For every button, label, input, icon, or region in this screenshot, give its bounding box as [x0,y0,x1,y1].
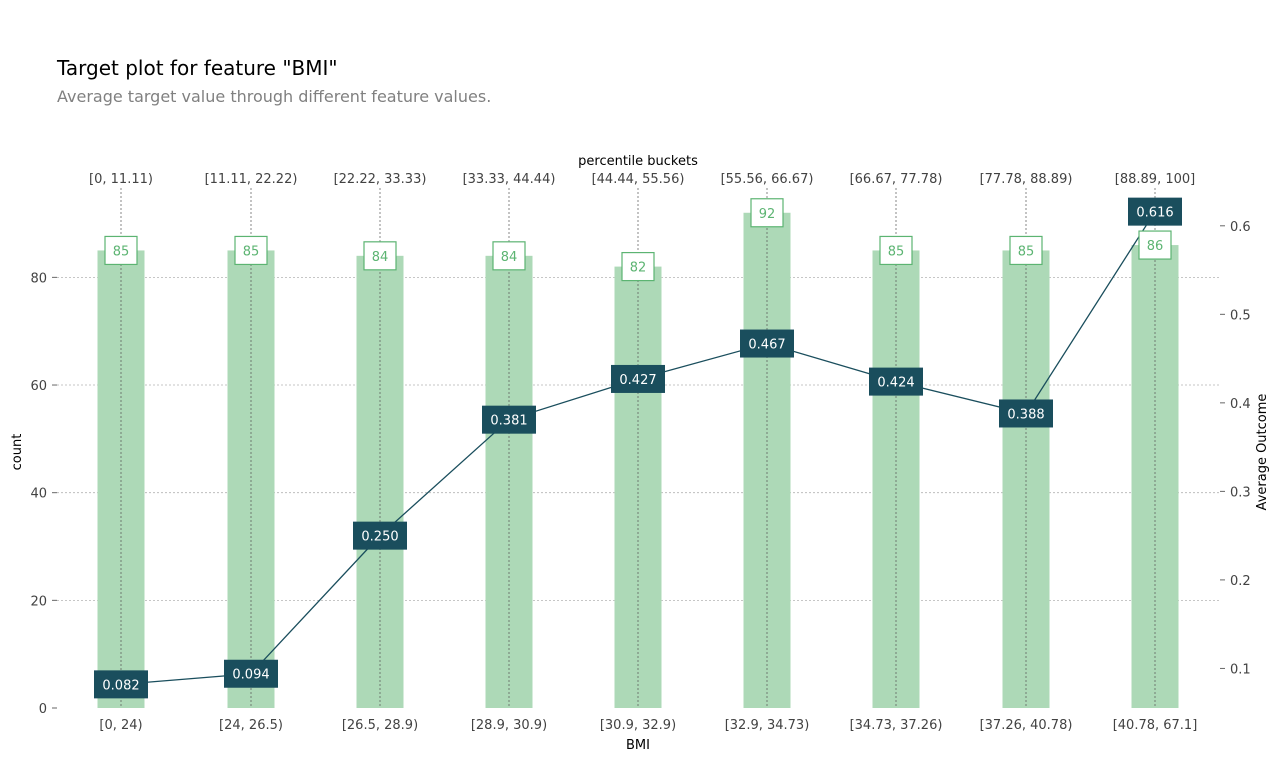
outcome-label: 0.424 [869,367,923,396]
count-label-box [492,241,526,271]
count-label-box [750,198,784,228]
outcome-label: 0.094 [224,659,278,688]
outcome-label: 0.250 [353,521,407,550]
count-label-text: 84 [501,250,518,265]
outcome-label-text: 0.094 [232,668,269,683]
count-label-text: 86 [1147,239,1164,254]
outcome-label: 0.388 [999,399,1053,428]
outcome-label-box [94,670,148,699]
data-labels: 85 85 84 84 82 92 85 85 86 0.082 0.094 0.250 0.381 0.… [94,197,1182,699]
count-bar [97,250,145,709]
x-axis-label: BMI [626,738,650,753]
outcome-label-text: 0.424 [877,376,914,391]
y2-tick-label: 0.3 [1230,485,1251,500]
count-label-text: 85 [888,244,905,259]
percentile-tick-label: [22.22, 33.33) [334,172,427,187]
bucket-guides [120,188,1156,708]
outcome-label: 0.616 [1128,197,1182,226]
count-label: 92 [750,198,784,228]
x-tick-label: [37.26, 40.78) [980,718,1073,733]
outcome-label-text: 0.250 [361,530,398,545]
y2-tick-label: 0.2 [1230,574,1251,589]
percentile-tick-label: [44.44, 55.56) [592,172,685,187]
outcome-label-box [611,364,665,393]
outcome-label-box [740,329,794,358]
y2-tick-label: 0.6 [1230,220,1251,235]
outcome-label: 0.467 [740,329,794,358]
y-tick-label: 40 [30,487,47,502]
x-tick-label: [30.9, 32.9) [600,718,676,733]
y2-tick-label: 0.4 [1230,397,1251,412]
count-bars [97,212,1179,709]
count-label-box [1138,230,1172,260]
outcome-label-text: 0.082 [102,678,139,693]
y-axis-label: count [10,434,25,471]
count-label-text: 85 [1018,244,1035,259]
percentile-tick-label: [55.56, 66.67) [721,172,814,187]
x-tick-label: [26.5, 28.9) [342,718,418,733]
count-label: 85 [1009,235,1043,266]
outcome-label: 0.427 [611,364,665,393]
y-tick-label: 60 [30,379,47,394]
y2-tick-label: 0.1 [1230,662,1251,677]
count-label-box [104,235,138,266]
count-label: 85 [879,235,913,266]
x-tick-label: [34.73, 37.26) [850,718,943,733]
outcome-label-text: 0.381 [490,414,527,429]
count-label: 84 [363,241,397,271]
y-tick-label: 0 [39,702,47,717]
count-label: 85 [104,235,138,266]
count-label-text: 82 [630,261,647,276]
outcome-label-box [999,399,1053,428]
y2-axis-label: Average Outcome [1255,394,1270,511]
outcome-label-text: 0.616 [1136,206,1173,221]
count-label-box [879,235,913,266]
count-label-box [1009,235,1043,266]
count-label-text: 85 [243,244,260,259]
y2-tick-label: 0.5 [1230,308,1251,323]
count-label: 82 [621,251,655,282]
y-tick-label: 20 [30,594,47,609]
percentile-tick-label: [0, 11.11) [89,172,153,187]
outcome-label-box [224,659,278,688]
outcome-label: 0.381 [482,405,536,434]
count-bar [1002,250,1050,709]
outcome-label-text: 0.467 [748,338,785,353]
y-tick-label: 80 [30,271,47,286]
count-bar [872,250,920,709]
outcome-label-box [353,521,407,550]
chart-title: Target plot for feature "BMI" [57,56,338,80]
count-label-box [621,251,655,282]
outcome-label-box [1128,197,1182,226]
count-label: 84 [492,241,526,271]
percentile-tick-label: [11.11, 22.22) [205,172,298,187]
x-tick-label: [32.9, 34.73) [725,718,810,733]
outcome-label-text: 0.388 [1007,407,1044,422]
percentile-tick-label: [66.67, 77.78) [850,172,943,187]
axes: 0 20 40 60 80 0.1 0.2 0.3 0.4 0.5 0.6 [0, 24) [24, 2… [10,154,1270,753]
chart-subtitle: Average target value through different f… [57,87,492,106]
percentile-tick-label: [77.78, 88.89) [980,172,1073,187]
count-label-box [234,235,268,266]
count-label-box [363,241,397,271]
x-tick-label: [28.9, 30.9) [471,718,547,733]
outcome-label-box [869,367,923,396]
count-label-text: 92 [759,207,776,222]
percentile-tick-label: [88.89, 100] [1115,172,1195,187]
x-tick-label: [0, 24) [99,718,142,733]
outcome-label: 0.082 [94,670,148,699]
count-label-text: 85 [113,244,130,259]
outcome-label-text: 0.427 [619,373,656,388]
top-axis-label: percentile buckets [578,154,698,169]
x-tick-label: [40.78, 67.1] [1113,718,1198,733]
percentile-tick-label: [33.33, 44.44) [463,172,556,187]
count-label-text: 84 [372,250,389,265]
x-tick-label: [24, 26.5) [219,718,283,733]
count-label: 86 [1138,230,1172,260]
count-label: 85 [234,235,268,266]
count-bar [227,250,275,709]
outcome-label-box [482,405,536,434]
